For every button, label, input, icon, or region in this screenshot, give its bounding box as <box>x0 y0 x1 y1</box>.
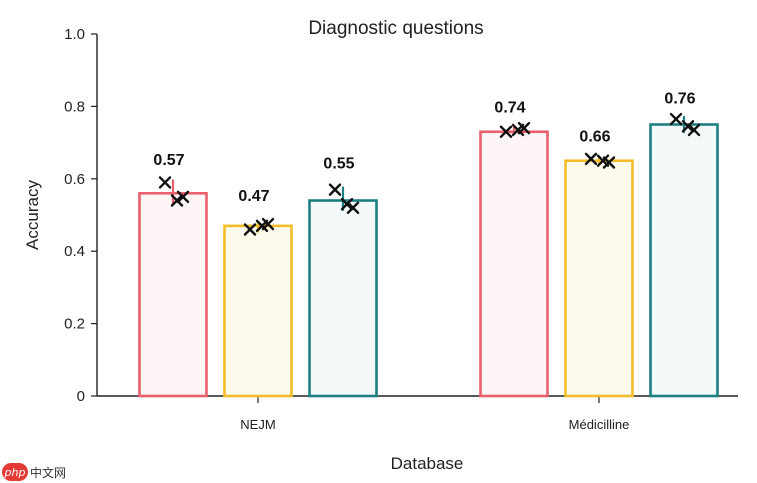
bars-group <box>138 123 719 398</box>
data-label: 0.76 <box>664 90 695 107</box>
cross-stroke <box>584 152 598 166</box>
y-tick-label: 0.6 <box>64 171 85 188</box>
cross-stroke <box>328 183 342 196</box>
bar <box>564 159 634 398</box>
cross-stroke <box>340 197 354 211</box>
bar <box>223 224 293 398</box>
watermark-text: 中文网 <box>30 465 67 480</box>
y-tick-label: 0.8 <box>64 98 85 115</box>
data-point-marker <box>499 125 513 138</box>
y-tick-label: 0.4 <box>64 243 85 260</box>
data-label: 0.74 <box>494 99 525 116</box>
points-group <box>158 112 701 236</box>
cross-stroke <box>346 201 360 214</box>
y-tick-label: 1.0 <box>64 26 85 43</box>
cross-stroke <box>681 120 695 133</box>
y-axis-label: Accuracy <box>23 180 42 250</box>
data-label: 0.57 <box>153 152 184 169</box>
data-point-marker <box>669 112 683 126</box>
y-axis: 0 0.2 0.4 0.6 0.8 1.0 <box>64 26 98 405</box>
cross-stroke <box>243 223 257 236</box>
data-point-marker <box>158 176 172 189</box>
data-point-marker <box>687 123 701 137</box>
data-point-marker <box>681 120 695 133</box>
y-tick-label: 0 <box>77 388 85 405</box>
cross-stroke <box>687 123 701 137</box>
data-label: 0.66 <box>579 128 610 145</box>
data-point-marker <box>328 183 342 196</box>
data-label: 0.47 <box>238 188 269 205</box>
cross-stroke <box>499 125 513 138</box>
data-point-marker <box>517 121 531 135</box>
bar <box>649 123 719 398</box>
chart-title: Diagnostic questions <box>308 18 483 39</box>
data-point-marker <box>340 197 354 211</box>
cross-stroke <box>517 121 531 135</box>
y-tick-label: 0.2 <box>64 316 85 333</box>
cross-stroke <box>261 217 275 231</box>
cross-stroke <box>602 156 616 169</box>
x-axis-label: Database <box>391 454 464 473</box>
data-point-marker <box>176 190 190 204</box>
watermark-logo: php <box>2 463 28 481</box>
cross-stroke <box>170 194 184 207</box>
x-tick-label: Médicilline <box>569 417 630 432</box>
cross-stroke <box>669 112 683 126</box>
bar <box>308 199 378 398</box>
cross-stroke <box>596 154 610 167</box>
data-point-marker <box>346 201 360 214</box>
x-tick-label: NEJM <box>240 417 275 432</box>
bar <box>138 191 208 398</box>
data-point-marker <box>170 194 184 207</box>
x-axis: NEJM Médicilline <box>97 395 738 432</box>
data-label: 0.55 <box>323 156 354 173</box>
cross-stroke <box>158 176 172 189</box>
cross-stroke <box>176 190 190 204</box>
data-labels-group: 0.57 0.74 0.47 0.66 0.55 0.76 <box>153 90 695 205</box>
watermark: php 中文网 <box>2 463 66 481</box>
data-point-marker <box>602 156 616 169</box>
data-point-marker <box>243 223 257 236</box>
data-point-marker <box>584 152 598 166</box>
bar <box>479 130 549 398</box>
data-point-marker <box>261 217 275 231</box>
